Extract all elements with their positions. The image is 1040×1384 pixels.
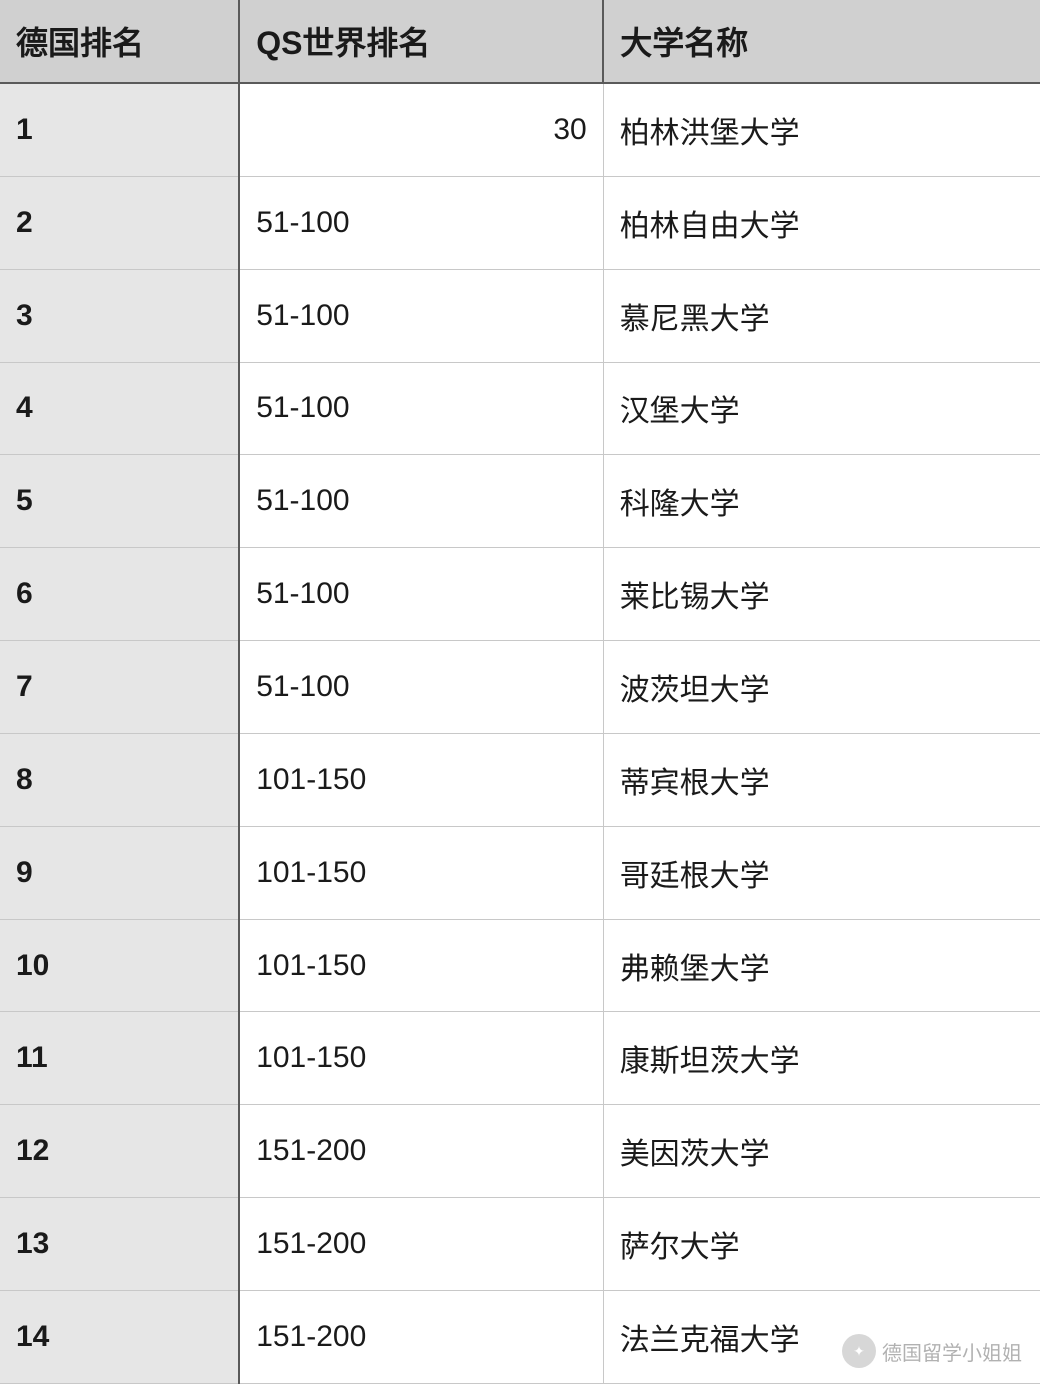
cell-name: 哥廷根大学: [603, 826, 1040, 919]
cell-rank: 14: [0, 1291, 239, 1384]
cell-qs: 30: [239, 83, 603, 176]
cell-qs: 51-100: [239, 176, 603, 269]
cell-rank: 2: [0, 176, 239, 269]
cell-rank: 5: [0, 455, 239, 548]
cell-name: 柏林自由大学: [603, 176, 1040, 269]
cell-rank: 3: [0, 269, 239, 362]
table-row: 451-100汉堡大学: [0, 362, 1040, 455]
header-name: 大学名称: [603, 0, 1040, 83]
watermark-text: 德国留学小姐姐: [882, 1337, 1022, 1366]
cell-name: 科隆大学: [603, 455, 1040, 548]
cell-name: 汉堡大学: [603, 362, 1040, 455]
table-row: 130柏林洪堡大学: [0, 83, 1040, 176]
cell-name: 康斯坦茨大学: [603, 1012, 1040, 1105]
cell-qs: 151-200: [239, 1291, 603, 1384]
table-header-row: 德国排名 QS世界排名 大学名称: [0, 0, 1040, 83]
cell-qs: 101-150: [239, 1012, 603, 1105]
header-rank: 德国排名: [0, 0, 239, 83]
cell-name: 波茨坦大学: [603, 641, 1040, 734]
cell-qs: 51-100: [239, 455, 603, 548]
table-row: 11101-150康斯坦茨大学: [0, 1012, 1040, 1105]
ranking-table: 德国排名 QS世界排名 大学名称 130柏林洪堡大学251-100柏林自由大学3…: [0, 0, 1040, 1384]
table-row: 13151-200萨尔大学: [0, 1198, 1040, 1291]
cell-rank: 9: [0, 826, 239, 919]
cell-qs: 51-100: [239, 548, 603, 641]
cell-name: 柏林洪堡大学: [603, 83, 1040, 176]
cell-rank: 4: [0, 362, 239, 455]
cell-rank: 7: [0, 641, 239, 734]
cell-name: 蒂宾根大学: [603, 733, 1040, 826]
cell-qs: 51-100: [239, 641, 603, 734]
cell-qs: 151-200: [239, 1198, 603, 1291]
cell-rank: 1: [0, 83, 239, 176]
cell-qs: 101-150: [239, 826, 603, 919]
table-row: 12151-200美因茨大学: [0, 1105, 1040, 1198]
cell-rank: 12: [0, 1105, 239, 1198]
table-row: 8101-150蒂宾根大学: [0, 733, 1040, 826]
cell-qs: 51-100: [239, 362, 603, 455]
cell-name: 莱比锡大学: [603, 548, 1040, 641]
cell-qs: 101-150: [239, 919, 603, 1012]
watermark: ✦ 德国留学小姐姐: [842, 1334, 1022, 1368]
cell-name: 弗赖堡大学: [603, 919, 1040, 1012]
table-row: 651-100莱比锡大学: [0, 548, 1040, 641]
header-qs: QS世界排名: [239, 0, 603, 83]
cell-name: 慕尼黑大学: [603, 269, 1040, 362]
table-row: 251-100柏林自由大学: [0, 176, 1040, 269]
cell-qs: 151-200: [239, 1105, 603, 1198]
table-row: 9101-150哥廷根大学: [0, 826, 1040, 919]
cell-rank: 13: [0, 1198, 239, 1291]
cell-rank: 10: [0, 919, 239, 1012]
wechat-icon: ✦: [842, 1334, 876, 1368]
cell-rank: 11: [0, 1012, 239, 1105]
cell-name: 美因茨大学: [603, 1105, 1040, 1198]
table-row: 551-100科隆大学: [0, 455, 1040, 548]
cell-name: 萨尔大学: [603, 1198, 1040, 1291]
table-body: 130柏林洪堡大学251-100柏林自由大学351-100慕尼黑大学451-10…: [0, 83, 1040, 1384]
table-row: 351-100慕尼黑大学: [0, 269, 1040, 362]
cell-rank: 6: [0, 548, 239, 641]
table-row: 751-100波茨坦大学: [0, 641, 1040, 734]
cell-qs: 101-150: [239, 733, 603, 826]
cell-rank: 8: [0, 733, 239, 826]
cell-qs: 51-100: [239, 269, 603, 362]
table-row: 10101-150弗赖堡大学: [0, 919, 1040, 1012]
